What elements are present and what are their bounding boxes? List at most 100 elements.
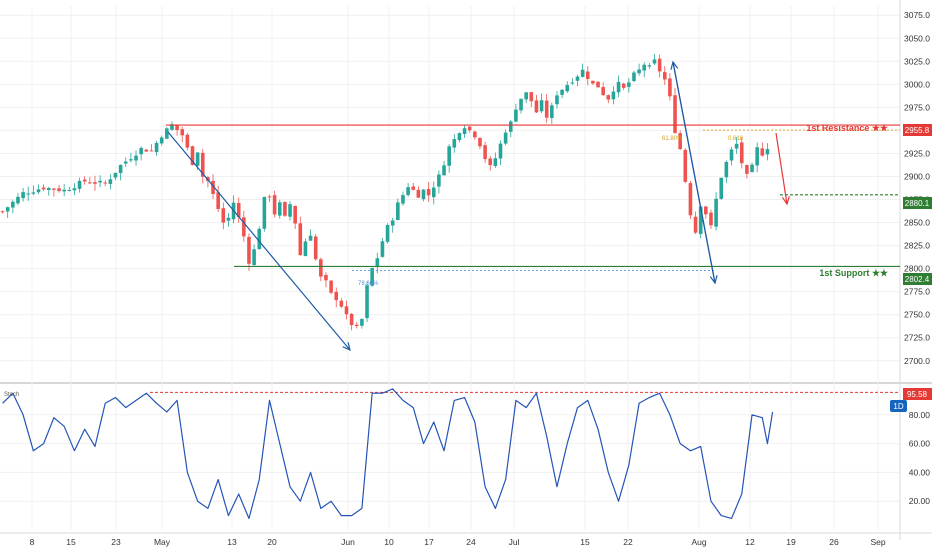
candle (457, 132, 462, 143)
candle (750, 162, 754, 173)
stoch-tick-label: 20.00 (909, 496, 931, 506)
candle (555, 91, 559, 109)
candle (46, 186, 51, 196)
candle-body (565, 84, 570, 92)
candle (52, 187, 56, 197)
candle (565, 81, 570, 94)
candle-body (755, 147, 759, 166)
candle-body (662, 72, 667, 80)
candle (668, 73, 672, 101)
candle-body (365, 285, 369, 319)
candle (390, 217, 395, 233)
candle-body (57, 188, 61, 192)
candle (134, 150, 138, 166)
price-tick-label: 2700.0 (904, 356, 930, 366)
candle (88, 176, 92, 185)
candle-body (570, 82, 575, 84)
candle-body (524, 92, 528, 100)
candle (349, 312, 354, 331)
down-arrow-2-head (709, 275, 718, 285)
candle-body (149, 150, 154, 152)
candle-body (585, 71, 590, 79)
resistance-price-tag: 2955.8 (905, 126, 930, 135)
candle (113, 172, 118, 181)
time-tick-label: 24 (466, 537, 476, 547)
candle-body (82, 179, 87, 182)
candle (329, 280, 333, 295)
candle (298, 216, 303, 256)
candle (221, 202, 226, 230)
candle-body (21, 192, 25, 199)
candle-body (611, 91, 616, 100)
candle-body (580, 69, 585, 77)
candle (550, 102, 554, 124)
candle-body (498, 143, 503, 159)
price-tick-label: 2975.0 (904, 102, 930, 112)
candle-body (113, 172, 118, 178)
candle (693, 211, 698, 234)
candle (62, 184, 66, 197)
candle-body (26, 193, 31, 195)
candle-body (354, 324, 359, 326)
candle (165, 127, 169, 139)
candle (21, 187, 25, 202)
candle (380, 238, 385, 258)
candle-body (134, 155, 138, 161)
candle-body (575, 76, 580, 81)
candle-body (437, 174, 441, 187)
candle-body (452, 139, 457, 148)
candle-body (313, 236, 318, 260)
candle (324, 272, 328, 288)
candle (267, 194, 272, 203)
candle-body (180, 129, 185, 136)
candle-body (108, 179, 113, 184)
candle-body (688, 183, 693, 216)
candle (108, 174, 113, 190)
candle (524, 92, 528, 104)
candle-body (652, 59, 657, 64)
candle-body (339, 300, 344, 307)
candle-body (257, 228, 262, 250)
candle (72, 183, 77, 196)
candle (591, 80, 595, 85)
candle (431, 181, 436, 205)
candle (411, 182, 416, 191)
candle-body (488, 158, 493, 166)
candle-body (637, 69, 641, 74)
candle-body (262, 196, 267, 229)
candle (0, 210, 5, 214)
candle (421, 188, 426, 202)
candle-body (606, 95, 611, 100)
candle-body (329, 280, 333, 293)
candle (683, 148, 688, 184)
candle (709, 209, 713, 229)
candle (175, 124, 179, 136)
resistance-label: 1st Resistance ★★ (806, 123, 889, 133)
candle-body (52, 188, 56, 190)
candle-body (396, 202, 400, 221)
price-tick-label: 2925.0 (904, 148, 930, 158)
candle (714, 192, 718, 231)
candle (283, 201, 287, 217)
price-series (0, 53, 770, 331)
candle (621, 82, 626, 91)
time-tick-label: 26 (829, 537, 839, 547)
candle-body (123, 161, 128, 164)
resistance-price-tag-bg (903, 124, 932, 136)
candle (293, 205, 297, 229)
candle (698, 205, 703, 239)
candle (375, 252, 380, 274)
stoch-tick-label: 40.00 (909, 467, 931, 477)
price-axis: 2700.0 2725.0 2750.0 2775.0 2800.0 2825.0 2850… (904, 10, 930, 506)
candle-body (503, 132, 508, 144)
candle (606, 94, 611, 104)
candle (467, 125, 472, 133)
price-tick-label: 3025.0 (904, 56, 930, 66)
candle-body (647, 65, 652, 67)
candle (529, 91, 534, 108)
candle-body (478, 137, 482, 147)
time-tick-label: 10 (384, 537, 394, 547)
down-arrow-2 (672, 61, 718, 285)
candle-body (493, 158, 498, 167)
